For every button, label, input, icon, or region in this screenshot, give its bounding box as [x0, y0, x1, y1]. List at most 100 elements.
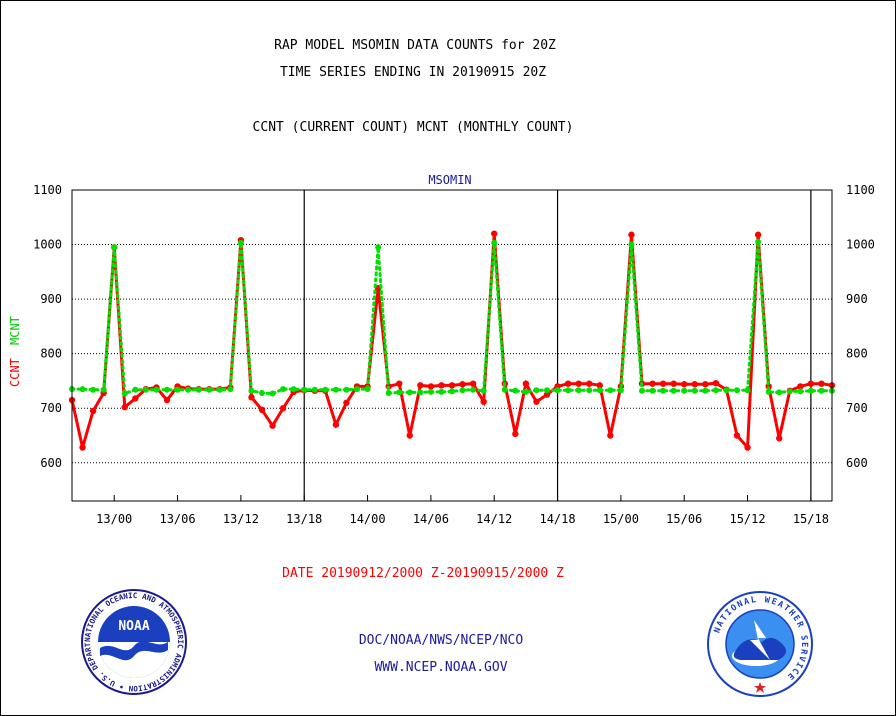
- data-point-ccnt: [691, 381, 698, 388]
- data-point-mcnt: [480, 387, 487, 394]
- data-point-mcnt: [343, 386, 350, 393]
- data-point-mcnt: [206, 386, 213, 393]
- data-point-ccnt: [681, 381, 688, 388]
- data-point-ccnt: [543, 391, 551, 398]
- data-point-ccnt: [79, 444, 86, 451]
- y-tick-label-right: 1000: [846, 238, 875, 252]
- data-point-ccnt: [670, 380, 677, 387]
- data-point-mcnt: [807, 387, 814, 394]
- data-point-mcnt: [237, 239, 244, 246]
- panel-title: MSOMIN: [428, 173, 471, 187]
- data-point-mcnt: [164, 386, 170, 393]
- data-point-ccnt: [279, 405, 287, 412]
- data-point-mcnt: [575, 387, 582, 394]
- x-tick-label: 13/00: [96, 512, 132, 526]
- data-point-ccnt: [491, 230, 498, 237]
- data-point-ccnt: [776, 435, 783, 442]
- data-point-ccnt: [132, 395, 139, 402]
- x-tick-label: 13/12: [223, 512, 259, 526]
- data-point-ccnt: [332, 421, 340, 428]
- data-point-ccnt: [744, 444, 751, 451]
- series-line-ccnt: [70, 233, 834, 452]
- data-point-mcnt: [818, 387, 825, 394]
- data-point-ccnt: [733, 432, 741, 439]
- x-tick-label: 15/00: [603, 512, 639, 526]
- data-point-mcnt: [702, 387, 709, 394]
- y-tick-label-left: 700: [40, 401, 62, 415]
- y-tick-label-left: 600: [40, 456, 62, 470]
- data-point-mcnt: [417, 389, 424, 396]
- url-link[interactable]: WWW.NCEP.NOAA.GOV: [374, 660, 508, 675]
- x-tick-label: 15/06: [666, 512, 702, 526]
- data-point-mcnt: [174, 386, 181, 393]
- data-point-mcnt: [322, 386, 329, 393]
- x-tick-label: 14/18: [539, 512, 575, 526]
- data-point-ccnt: [448, 382, 456, 389]
- date-range: DATE 20190912/2000 Z-20190915/2000 Z: [282, 566, 564, 581]
- x-tick-label: 15/12: [729, 512, 765, 526]
- y-tick-label-right: 1100: [846, 183, 875, 197]
- y-tick-label-right: 800: [846, 347, 868, 361]
- data-point-ccnt: [89, 407, 97, 415]
- y-tick-label-left: 1000: [33, 238, 62, 252]
- data-point-mcnt: [765, 388, 772, 395]
- data-point-mcnt: [470, 386, 477, 393]
- x-tick-label: 14/00: [349, 512, 385, 526]
- data-point-ccnt: [438, 382, 445, 389]
- data-point-mcnt: [596, 387, 603, 394]
- x-tick-label: 14/12: [476, 512, 512, 526]
- x-tick-label: 13/18: [286, 512, 322, 526]
- data-point-ccnt: [649, 380, 656, 387]
- data-point-ccnt: [269, 422, 276, 429]
- y-tick-label-right: 600: [846, 456, 868, 470]
- data-point-mcnt: [216, 386, 223, 393]
- chart-subtitle: CCNT (CURRENT COUNT) MCNT (MONTHLY COUNT…: [252, 120, 574, 135]
- data-point-ccnt: [512, 430, 519, 438]
- data-point-mcnt: [755, 238, 762, 245]
- org-text: DOC/NOAA/NWS/NCEP/NCO: [358, 633, 524, 648]
- data-point-mcnt: [269, 390, 276, 397]
- data-point-ccnt: [427, 383, 435, 390]
- data-point-mcnt: [712, 387, 719, 394]
- data-point-mcnt: [90, 386, 97, 393]
- data-point-mcnt: [533, 387, 540, 394]
- data-point-mcnt: [100, 386, 107, 393]
- data-point-mcnt: [491, 239, 498, 246]
- data-point-mcnt: [449, 388, 455, 395]
- data-point-mcnt: [259, 389, 265, 396]
- data-point-mcnt: [797, 388, 804, 395]
- data-point-ccnt: [396, 380, 403, 387]
- chart-title: RAP MODEL MSOMIN DATA COUNTS for 20Z: [274, 38, 556, 53]
- data-point-ccnt: [533, 398, 540, 405]
- data-point-mcnt: [332, 386, 339, 393]
- data-point-ccnt: [469, 380, 477, 387]
- series-line-mcnt: [70, 241, 834, 396]
- data-point-mcnt: [501, 386, 508, 393]
- ylabel-mcnt: MCNT: [8, 316, 22, 345]
- data-point-ccnt: [586, 380, 593, 387]
- data-point-mcnt: [248, 387, 255, 394]
- y-tick-label-left: 900: [40, 292, 62, 306]
- data-point-mcnt: [111, 244, 118, 251]
- data-point-mcnt: [660, 387, 667, 394]
- noaa-logo: NATIONAL OCEANIC AND ATMOSPHERIC ADMINIS…: [80, 588, 187, 695]
- data-point-mcnt: [406, 389, 413, 396]
- data-point-mcnt: [522, 388, 529, 395]
- data-point-mcnt: [681, 387, 688, 394]
- data-point-mcnt: [734, 387, 740, 394]
- data-point-mcnt: [565, 387, 572, 394]
- data-point-ccnt: [818, 380, 825, 387]
- data-point-ccnt: [659, 380, 667, 387]
- data-point-ccnt: [522, 380, 530, 387]
- data-point-ccnt: [564, 380, 572, 387]
- data-point-ccnt: [343, 399, 350, 406]
- data-point-mcnt: [132, 386, 139, 393]
- chart-title-2: TIME SERIES ENDING IN 20190915 20Z: [279, 65, 547, 80]
- data-point-ccnt: [712, 379, 720, 387]
- data-point-mcnt: [670, 387, 677, 394]
- data-point-mcnt: [786, 388, 793, 395]
- data-point-ccnt: [807, 380, 815, 387]
- y-tick-label-right: 900: [846, 292, 868, 306]
- data-point-mcnt: [438, 388, 445, 395]
